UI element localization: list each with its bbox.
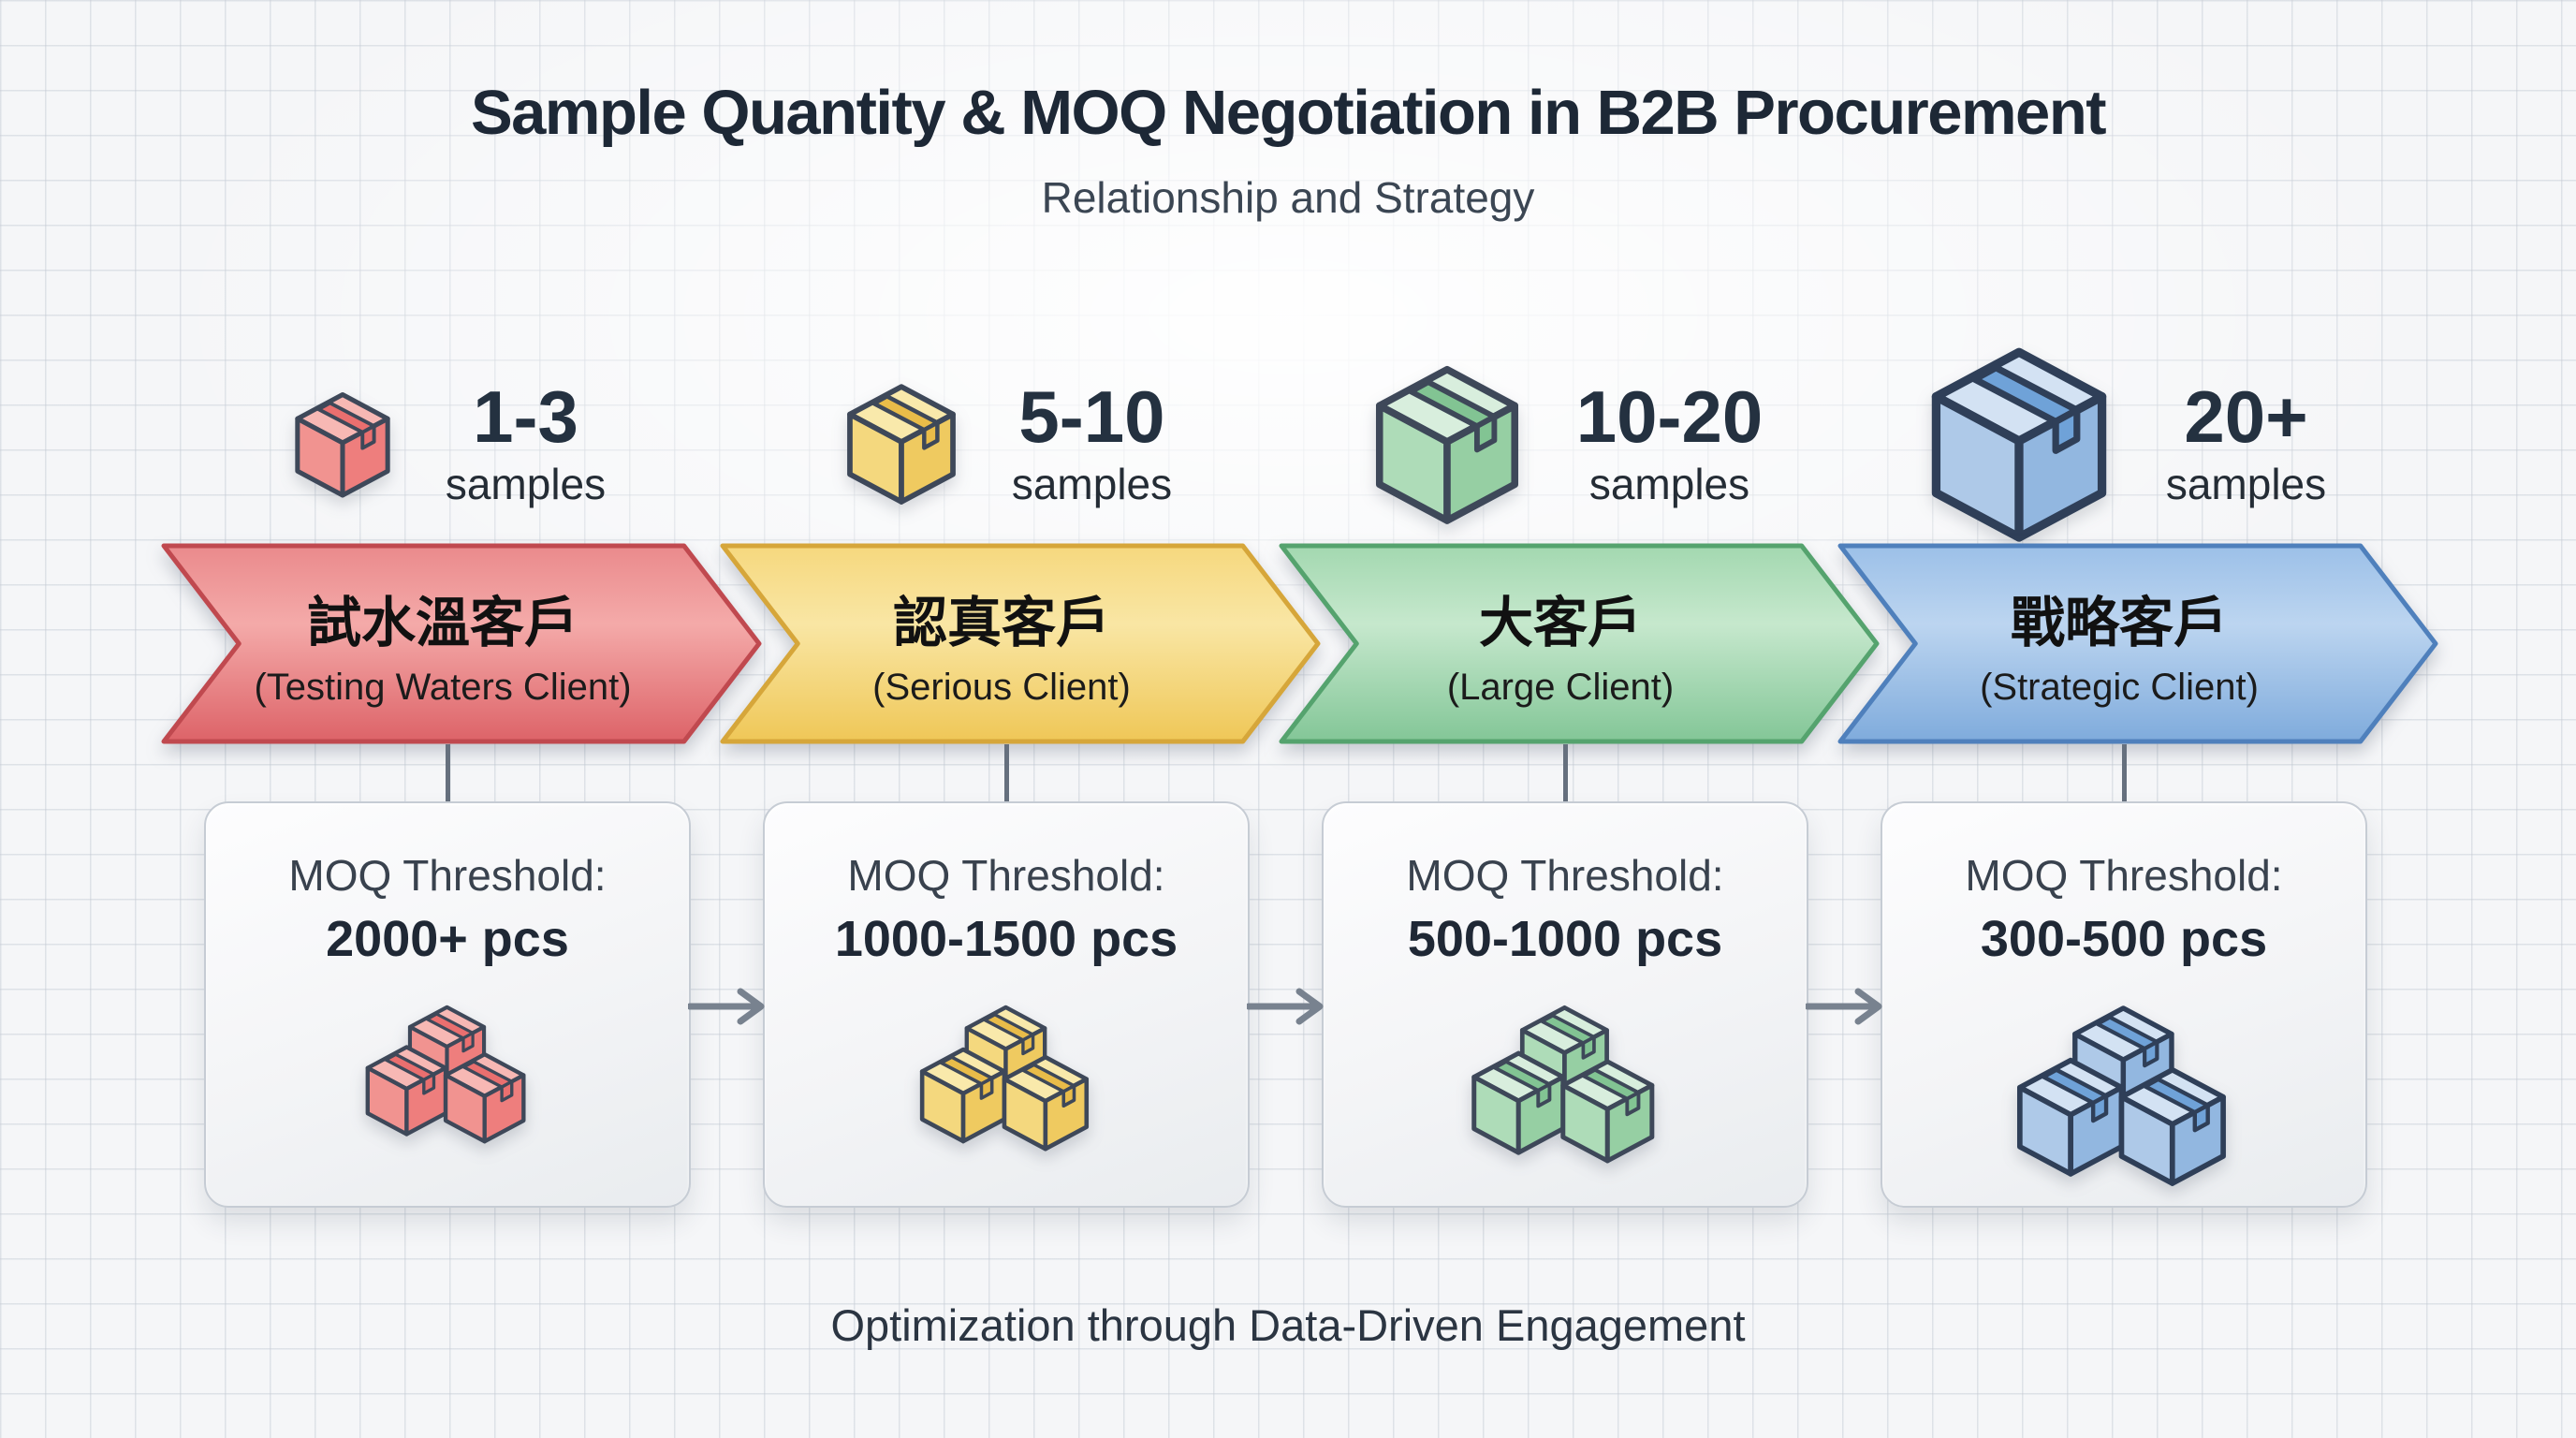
moq-threshold-label: MOQ Threshold: [847, 851, 1165, 900]
sample-unit-label: samples [1011, 459, 1173, 508]
chevron-shape-icon [161, 543, 762, 744]
stacked-boxes-icon [1467, 1004, 1663, 1169]
moq-threshold-label: MOQ Threshold: [1406, 851, 1724, 900]
column-large-client: 10-20 samples 大客戶 [1279, 0, 1880, 1438]
client-tier-columns: 1-3 samples 試水溫客戶 [161, 0, 2438, 1438]
yellow-box-icon [842, 382, 961, 506]
client-name-zh: 大客戶 [1478, 593, 1642, 653]
sample-range: 10-20 [1575, 375, 1764, 459]
client-name-en: (Strategic Client) [1980, 667, 2259, 708]
column-testing-waters-client: 1-3 samples 試水溫客戶 [161, 0, 762, 1438]
moq-card: MOQ Threshold: 500-1000 pcs [1322, 801, 1808, 1208]
connector-line [1004, 744, 1009, 804]
page-subtitle: Relationship and Strategy [1041, 173, 1535, 222]
moq-card: MOQ Threshold: 300-500 pcs [1881, 801, 2367, 1208]
moq-card: MOQ Threshold: 1000-1500 pcs [763, 801, 1250, 1208]
sample-range: 20+ [2184, 375, 2308, 459]
sample-unit-label: samples [1588, 459, 1750, 508]
sample-quantity-row: 10-20 samples [1286, 370, 1845, 520]
client-name-zh: 認真客戶 [892, 593, 1110, 653]
sample-quantity-text: 20+ samples [2166, 380, 2326, 509]
sample-quantity-text: 5-10 samples [1012, 380, 1172, 509]
right-arrow-icon [688, 988, 765, 1025]
client-banner-text: 試水溫客戶 (Testing Waters Client) [217, 543, 668, 744]
footer-caption: Optimization through Data-Driven Engagem… [830, 1300, 1746, 1350]
client-name-zh: 戰略客戶 [2010, 593, 2228, 653]
client-name-en: (Serious Client) [872, 667, 1131, 708]
moq-threshold-value: 1000-1500 pcs [834, 911, 1178, 967]
column-strategic-client: 20+ samples 戰略客戶 [1837, 0, 2438, 1438]
sample-quantity-text: 10-20 samples [1576, 380, 1764, 509]
client-banner-text: 認真客戶 (Serious Client) [776, 543, 1227, 744]
moq-card: MOQ Threshold: 2000+ pcs [204, 801, 691, 1208]
connector-line [446, 744, 450, 804]
chevron-shape-icon [1279, 543, 1880, 744]
stacked-boxes-icon [915, 1004, 1097, 1156]
stacked-boxes-icon [361, 1004, 534, 1149]
moq-threshold-value: 300-500 pcs [1980, 911, 2268, 967]
sample-quantity-text: 1-3 samples [446, 380, 606, 509]
column-serious-client: 5-10 samples 認真客戶 [720, 0, 1321, 1438]
moq-threshold-value: 500-1000 pcs [1407, 911, 1723, 967]
client-name-zh: 試水溫客戶 [306, 593, 578, 653]
client-name-en: (Large Client) [1446, 667, 1675, 708]
sample-unit-label: samples [2165, 459, 2327, 508]
sample-quantity-row: 1-3 samples [168, 370, 727, 520]
client-banner: 戰略客戶 (Strategic Client) [1837, 543, 2438, 744]
stacked-boxes-icon [2012, 1004, 2236, 1193]
blue-box-icon [1923, 345, 2115, 545]
sample-unit-label: samples [445, 459, 607, 508]
connector-line [1563, 744, 1568, 804]
moq-threshold-label: MOQ Threshold: [288, 851, 607, 900]
client-banner: 試水溫客戶 (Testing Waters Client) [161, 543, 762, 744]
connector-line [2122, 744, 2127, 804]
sample-quantity-row: 5-10 samples [727, 370, 1286, 520]
green-box-icon [1368, 363, 1526, 527]
client-banner: 大客戶 (Large Client) [1279, 543, 1880, 744]
moq-threshold-label: MOQ Threshold: [1965, 851, 2283, 900]
moq-threshold-value: 2000+ pcs [326, 911, 569, 967]
red-box-icon [290, 390, 395, 499]
chevron-shape-icon [720, 543, 1321, 744]
client-banner-text: 戰略客戶 (Strategic Client) [1894, 543, 2345, 744]
right-arrow-icon [1247, 988, 1324, 1025]
client-banner-text: 大客戶 (Large Client) [1335, 543, 1786, 744]
right-arrow-icon [1806, 988, 1882, 1025]
client-name-en: (Testing Waters Client) [254, 667, 632, 708]
chevron-shape-icon [1837, 543, 2438, 744]
sample-range: 1-3 [473, 375, 578, 459]
client-banner: 認真客戶 (Serious Client) [720, 543, 1321, 744]
sample-quantity-row: 20+ samples [1845, 370, 2404, 520]
sample-range: 5-10 [1018, 375, 1165, 459]
page-title: Sample Quantity & MOQ Negotiation in B2B… [470, 78, 2107, 148]
